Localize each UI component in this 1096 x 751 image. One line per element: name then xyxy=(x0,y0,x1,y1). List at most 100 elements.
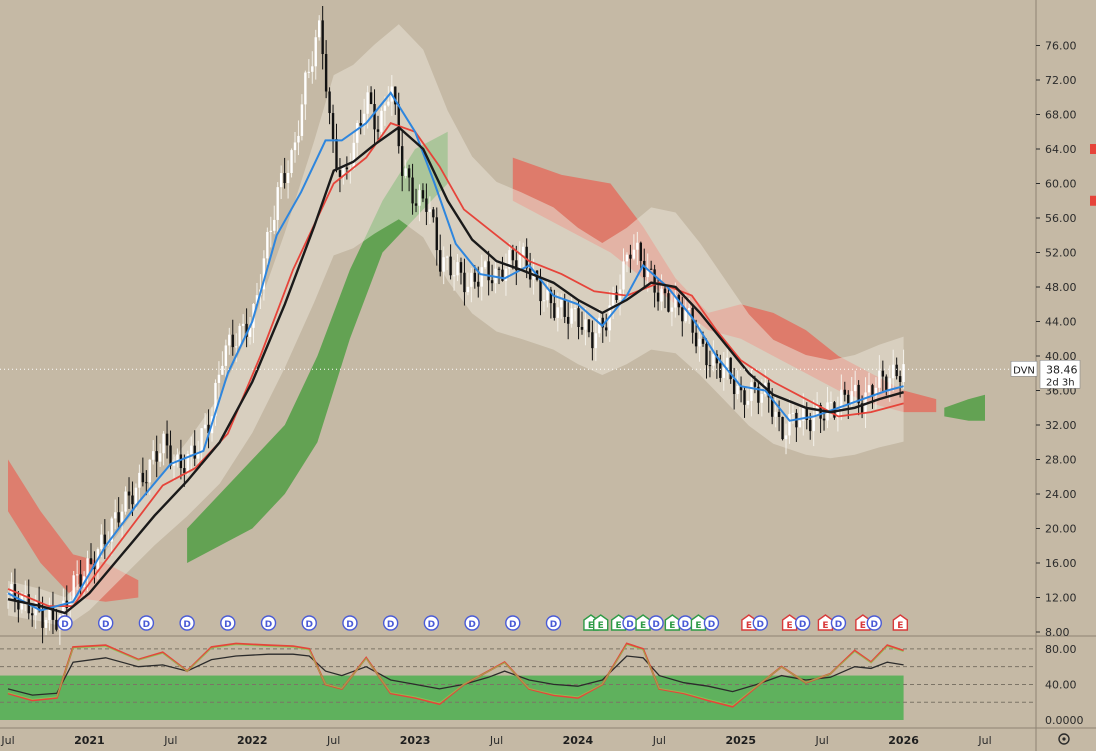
candle-body[interactable] xyxy=(113,512,117,519)
candle-body[interactable] xyxy=(822,418,826,421)
candle-body[interactable] xyxy=(366,92,369,114)
candle-body[interactable] xyxy=(445,256,449,258)
candle-body[interactable] xyxy=(843,389,846,395)
candle-body[interactable] xyxy=(186,454,190,474)
candle-body[interactable] xyxy=(670,307,674,312)
candle-body[interactable] xyxy=(452,275,456,277)
dividend-marker[interactable] xyxy=(301,615,317,631)
candle-body[interactable] xyxy=(269,230,272,232)
candle-body[interactable] xyxy=(324,54,328,92)
candle-body[interactable] xyxy=(75,574,79,576)
candle-body[interactable] xyxy=(304,72,307,105)
earnings-marker[interactable] xyxy=(855,614,871,631)
candle-body[interactable] xyxy=(356,123,359,143)
candle-body[interactable] xyxy=(328,91,331,114)
candle-body[interactable] xyxy=(120,511,124,523)
candle-body[interactable] xyxy=(483,261,487,268)
candle-body[interactable] xyxy=(103,534,107,544)
candle-body[interactable] xyxy=(694,332,698,347)
candle-body[interactable] xyxy=(525,246,528,269)
candle-body[interactable] xyxy=(802,407,805,421)
candle-body[interactable] xyxy=(394,86,397,105)
candle-body[interactable] xyxy=(598,317,601,334)
candle-body[interactable] xyxy=(601,317,604,328)
candle-body[interactable] xyxy=(587,319,591,333)
candle-body[interactable] xyxy=(643,260,646,278)
candle-body[interactable] xyxy=(611,292,615,306)
dividend-marker[interactable] xyxy=(97,615,114,631)
candle-body[interactable] xyxy=(566,316,570,324)
candle-body[interactable] xyxy=(473,272,477,282)
candle-body[interactable] xyxy=(217,374,221,383)
dividend-marker[interactable] xyxy=(423,615,440,631)
candle-body[interactable] xyxy=(338,170,342,177)
candle-body[interactable] xyxy=(847,394,850,404)
candle-body[interactable] xyxy=(248,327,252,337)
candle-body[interactable] xyxy=(10,584,13,594)
candle-body[interactable] xyxy=(439,250,442,272)
candle-series[interactable] xyxy=(6,5,905,645)
candle-body[interactable] xyxy=(331,113,335,140)
earnings-marker[interactable] xyxy=(664,614,681,631)
candle-body[interactable] xyxy=(660,288,663,302)
candle-body[interactable] xyxy=(89,558,93,564)
candle-body[interactable] xyxy=(577,308,580,327)
dividend-marker[interactable] xyxy=(57,615,73,631)
candle-body[interactable] xyxy=(487,261,490,281)
candle-body[interactable] xyxy=(276,187,279,220)
candle-body[interactable] xyxy=(812,414,815,432)
candle-body[interactable] xyxy=(781,416,784,440)
candle-body[interactable] xyxy=(432,209,435,218)
candle-body[interactable] xyxy=(840,389,843,410)
candle-body[interactable] xyxy=(746,400,750,405)
candle-body[interactable] xyxy=(31,613,34,616)
candle-body[interactable] xyxy=(511,250,515,261)
candle-body[interactable] xyxy=(819,405,822,419)
candle-body[interactable] xyxy=(134,487,138,505)
candle-body[interactable] xyxy=(110,518,113,542)
candle-body[interactable] xyxy=(584,319,587,330)
candle-body[interactable] xyxy=(774,411,777,417)
candle-body[interactable] xyxy=(297,135,300,143)
candle-body[interactable] xyxy=(864,392,867,413)
candle-body[interactable] xyxy=(836,409,840,418)
candle-body[interactable] xyxy=(549,289,553,304)
candle-body[interactable] xyxy=(418,190,421,206)
candle-body[interactable] xyxy=(898,376,902,383)
earnings-marker[interactable] xyxy=(610,614,627,631)
candle-body[interactable] xyxy=(784,435,788,440)
candle-body[interactable] xyxy=(663,288,667,294)
earnings-marker[interactable] xyxy=(593,614,609,631)
candle-body[interactable] xyxy=(885,376,888,390)
candle-body[interactable] xyxy=(373,104,376,130)
candle-body[interactable] xyxy=(387,101,390,106)
candle-body[interactable] xyxy=(321,20,324,55)
candle-body[interactable] xyxy=(798,420,802,428)
candle-body[interactable] xyxy=(352,142,355,169)
candle-body[interactable] xyxy=(594,333,598,349)
dividend-marker[interactable] xyxy=(648,615,664,631)
candle-body[interactable] xyxy=(705,343,708,366)
candle-body[interactable] xyxy=(580,326,584,330)
candle-body[interactable] xyxy=(791,412,795,415)
candle-body[interactable] xyxy=(490,280,494,284)
candle-body[interactable] xyxy=(701,338,705,344)
candle-body[interactable] xyxy=(539,279,542,302)
dividend-marker[interactable] xyxy=(830,615,847,631)
candle-body[interactable] xyxy=(646,268,649,278)
candle-body[interactable] xyxy=(698,338,701,347)
dividend-marker[interactable] xyxy=(703,615,720,631)
candle-body[interactable] xyxy=(335,139,338,171)
candle-body[interactable] xyxy=(266,231,269,259)
dividend-marker[interactable] xyxy=(545,615,562,631)
candle-body[interactable] xyxy=(518,255,521,271)
candle-body[interactable] xyxy=(383,105,387,111)
candle-body[interactable] xyxy=(245,323,248,337)
candle-body[interactable] xyxy=(622,261,625,290)
candle-body[interactable] xyxy=(86,558,89,577)
candle-body[interactable] xyxy=(207,424,210,434)
candle-body[interactable] xyxy=(414,203,418,206)
candle-body[interactable] xyxy=(560,299,563,308)
candle-body[interactable] xyxy=(169,445,172,466)
